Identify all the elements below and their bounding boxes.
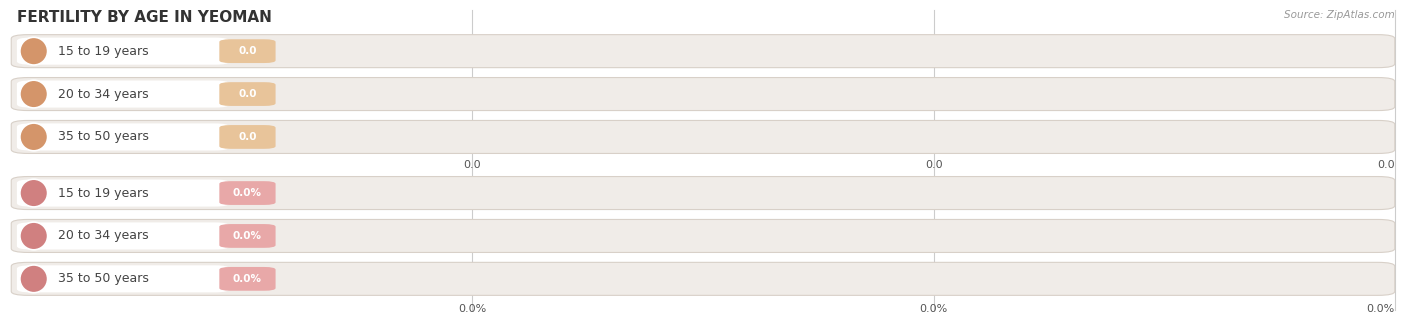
Text: 0.0: 0.0 [238,46,257,56]
Text: 0.0%: 0.0% [920,304,948,314]
Text: 0.0: 0.0 [925,160,942,170]
FancyBboxPatch shape [219,39,276,63]
Text: 15 to 19 years: 15 to 19 years [58,45,148,58]
Text: 0.0%: 0.0% [233,188,262,198]
FancyBboxPatch shape [11,78,1395,111]
Text: 20 to 34 years: 20 to 34 years [58,87,148,101]
FancyBboxPatch shape [11,219,1395,252]
Text: 0.0%: 0.0% [1367,304,1395,314]
FancyBboxPatch shape [11,177,1395,210]
FancyBboxPatch shape [17,38,229,65]
Ellipse shape [20,222,48,250]
FancyBboxPatch shape [17,265,229,292]
Text: 0.0: 0.0 [238,89,257,99]
Text: Source: ZipAtlas.com: Source: ZipAtlas.com [1284,10,1395,20]
Ellipse shape [20,80,48,108]
Ellipse shape [20,37,48,65]
Ellipse shape [20,123,48,151]
Text: 20 to 34 years: 20 to 34 years [58,229,148,243]
Text: FERTILITY BY AGE IN YEOMAN: FERTILITY BY AGE IN YEOMAN [17,10,271,25]
FancyBboxPatch shape [219,224,276,248]
Text: 0.0%: 0.0% [233,274,262,284]
FancyBboxPatch shape [219,82,276,106]
Text: 0.0: 0.0 [238,132,257,142]
Text: 15 to 19 years: 15 to 19 years [58,186,148,200]
FancyBboxPatch shape [219,267,276,291]
FancyBboxPatch shape [17,123,229,150]
FancyBboxPatch shape [11,120,1395,153]
Ellipse shape [20,179,48,207]
FancyBboxPatch shape [11,35,1395,68]
Text: 35 to 50 years: 35 to 50 years [58,130,149,144]
Text: 35 to 50 years: 35 to 50 years [58,272,149,285]
Text: 0.0%: 0.0% [458,304,486,314]
FancyBboxPatch shape [219,125,276,149]
Text: 0.0: 0.0 [1376,160,1395,170]
FancyBboxPatch shape [17,222,229,249]
FancyBboxPatch shape [17,81,229,108]
Text: 0.0: 0.0 [464,160,481,170]
FancyBboxPatch shape [11,262,1395,295]
Text: 0.0%: 0.0% [233,231,262,241]
Ellipse shape [20,265,48,293]
FancyBboxPatch shape [219,181,276,205]
FancyBboxPatch shape [17,180,229,207]
